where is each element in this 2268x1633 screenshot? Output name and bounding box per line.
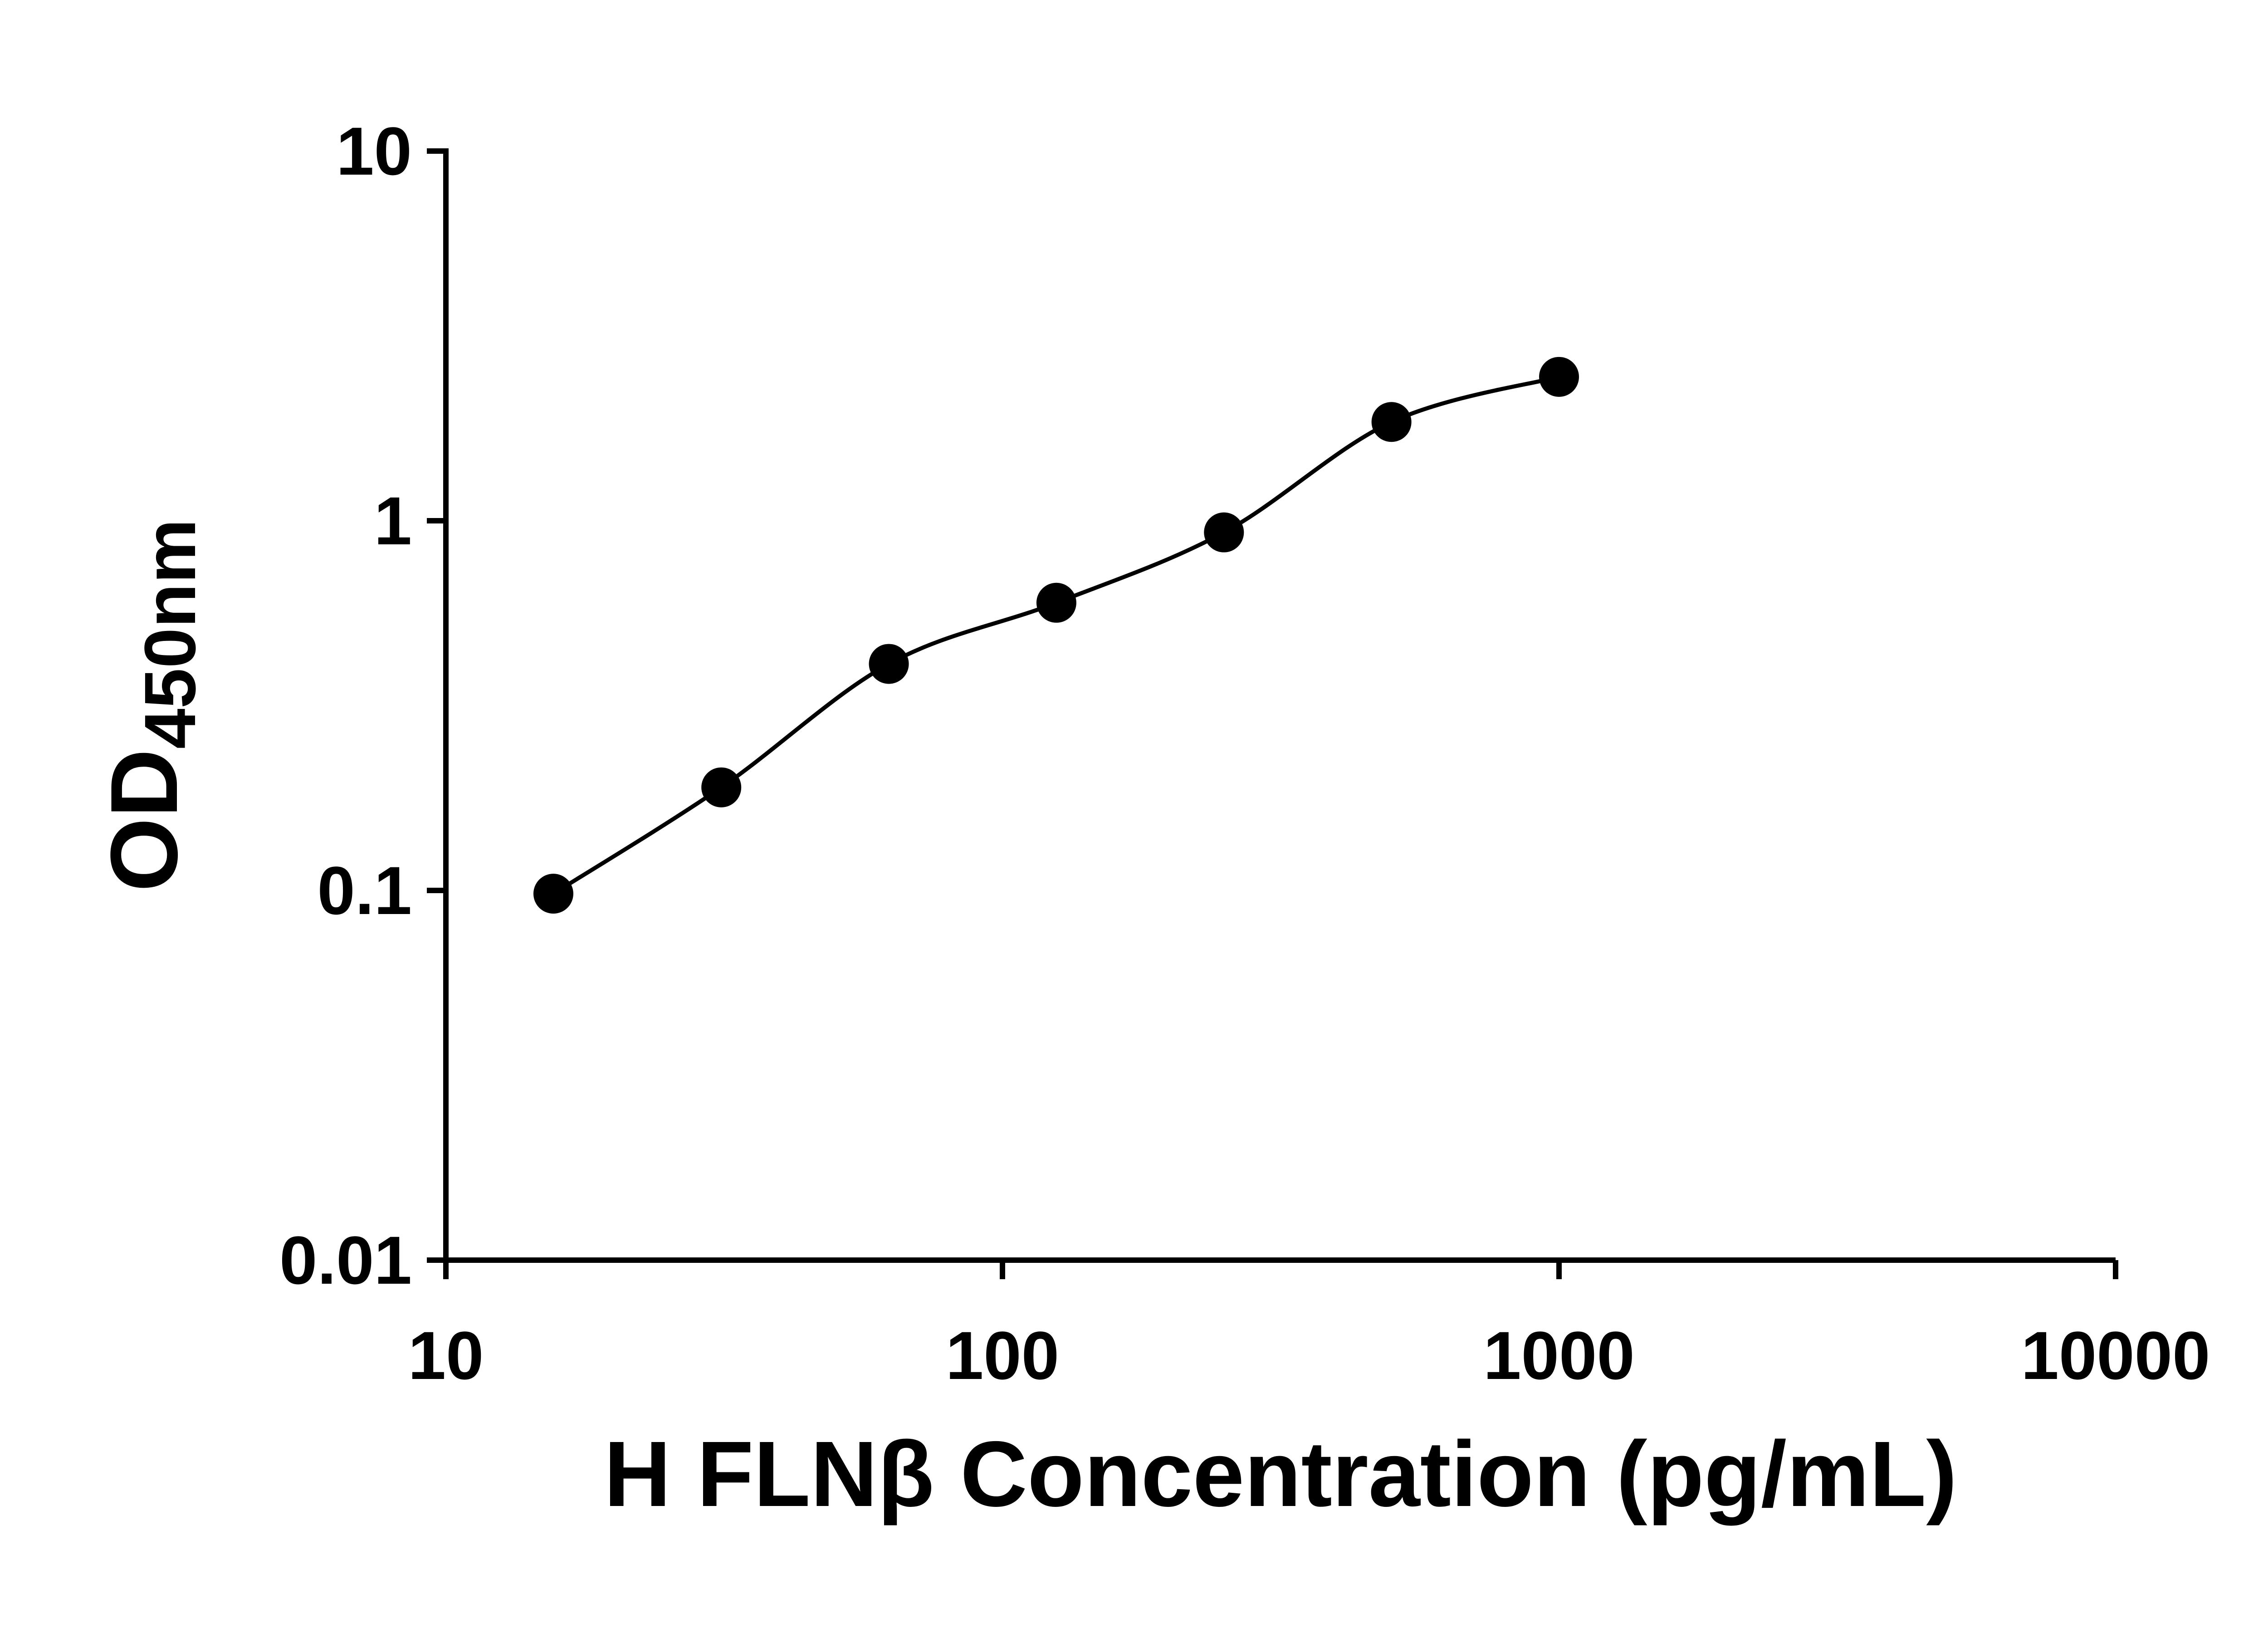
- chart-plot-group: 0.01 0.1 1 10 10 100 1000 10000: [279, 113, 2210, 1393]
- x-tick-label: 1000: [1483, 1317, 1635, 1393]
- data-point: [869, 644, 909, 684]
- data-point: [1371, 402, 1412, 442]
- data-point: [533, 874, 573, 914]
- y-tick-label: 10: [336, 113, 412, 189]
- y-tick-label: 0.01: [279, 1222, 412, 1298]
- data-point: [1204, 512, 1244, 552]
- x-tick-label: 10000: [2021, 1317, 2210, 1393]
- y-tick-label: 1: [374, 483, 412, 559]
- fit-curve: [552, 375, 1560, 895]
- y-tick-label: 0.1: [317, 852, 412, 929]
- x-tick-label: 100: [946, 1317, 1059, 1393]
- data-point: [1539, 357, 1579, 397]
- x-axis-title: H FLNβ Concentration (pg/mL): [604, 1422, 1957, 1526]
- y-axis-title-subscript: 450nm: [129, 519, 210, 749]
- data-point: [701, 767, 742, 807]
- axes-lines: [443, 148, 2116, 1263]
- x-tick-label: 10: [408, 1317, 484, 1393]
- data-point: [1036, 582, 1076, 623]
- y-axis-title: OD450nm: [91, 519, 210, 892]
- y-axis-title-main: OD: [91, 749, 197, 892]
